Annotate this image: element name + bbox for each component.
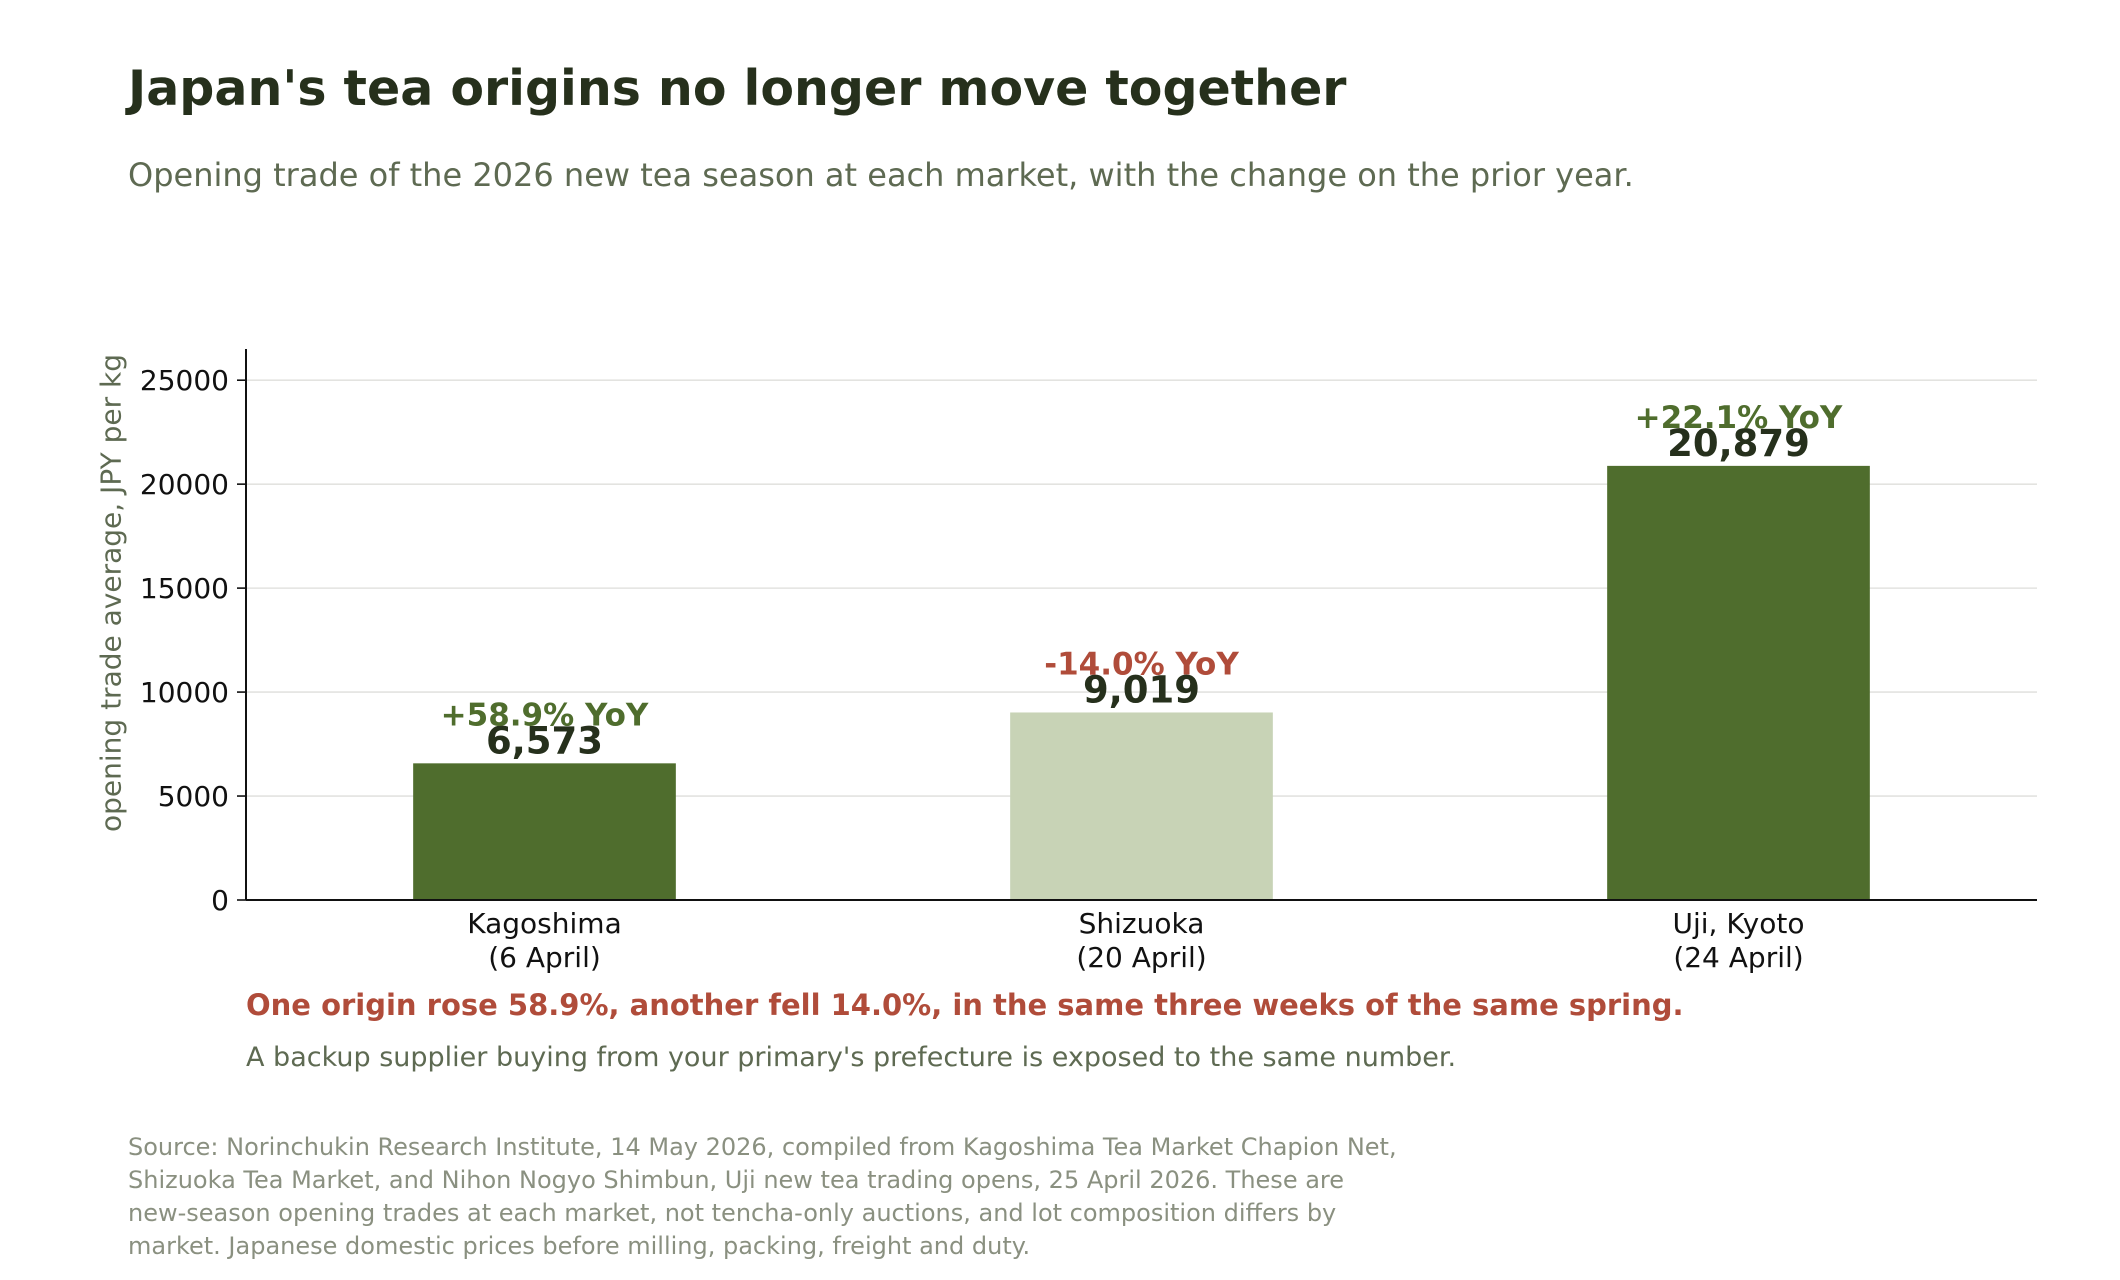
yoy-label: +58.9% YoY [441,697,649,733]
y-tick-label: 25000 [140,364,229,397]
data-label: 9,019 [1083,668,1200,711]
yoy-label: +22.1% YoY [1635,400,1843,436]
source-line: new-season opening trades at each market… [128,1199,1337,1227]
source-note: Source: Norinchukin Research Institute, … [128,1131,1568,1263]
bar [413,763,676,900]
takeaway-subtext: A backup supplier buying from your prima… [246,1042,1457,1073]
bar [1607,465,1870,900]
takeaway-headline: One origin rose 58.9%, another fell 14.0… [246,988,1684,1022]
source-line: Source: Norinchukin Research Institute, … [128,1133,1397,1161]
source-line: Shizuoka Tea Market, and Nihon Nogyo Shi… [128,1166,1345,1194]
y-tick-label: 10000 [140,676,229,709]
x-tick-label: Kagoshima [467,907,621,940]
bar [1010,712,1273,900]
chart-title: Japan's tea origins no longer move toget… [128,60,1347,117]
data-label: 20,879 [1667,422,1810,465]
y-tick-label: 0 [211,884,229,917]
chart-subtitle: Opening trade of the 2026 new tea season… [128,156,1634,194]
source-line: market. Japanese domestic prices before … [128,1232,1031,1260]
x-tick-label: (6 April) [488,941,601,974]
x-tick-label: (20 April) [1076,941,1206,974]
x-tick-label: Uji, Kyoto [1673,907,1805,940]
data-label: 6,573 [486,719,603,762]
yoy-label: -14.0% YoY [1044,646,1239,682]
x-tick-label: (24 April) [1673,941,1803,974]
y-tick-label: 15000 [140,572,229,605]
x-tick-label: Shizuoka [1079,907,1205,940]
y-tick-label: 20000 [140,468,229,501]
y-tick-label: 5000 [158,780,229,813]
